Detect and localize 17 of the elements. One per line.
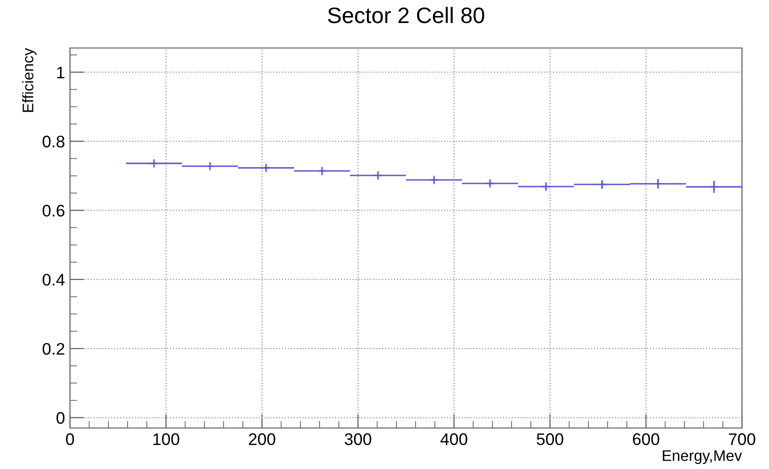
x-tick-label: 700	[728, 433, 756, 446]
chart-title: Sector 2 Cell 80	[328, 6, 484, 24]
y-tick-label: 0.2	[42, 342, 64, 355]
y-tick-label: 0	[56, 412, 64, 424]
y-tick-label: 0.6	[42, 204, 64, 217]
x-tick-label: 200	[248, 433, 276, 446]
y-tick-label: 0.4	[42, 274, 65, 286]
y-tick-label: 1	[57, 66, 64, 78]
x-tick-label: 300	[344, 433, 372, 446]
x-tick-label: 600	[632, 433, 660, 446]
x-tick-label: 500	[536, 433, 564, 446]
y-tick-label: 0.8	[42, 136, 64, 148]
x-tick-label: 400	[440, 433, 468, 446]
x-tick-label: 100	[153, 433, 180, 446]
x-tick-label: 0	[66, 433, 74, 446]
x-axis-title: Energy,Mev	[662, 450, 742, 464]
y-axis-title: Efficiency	[22, 48, 36, 112]
